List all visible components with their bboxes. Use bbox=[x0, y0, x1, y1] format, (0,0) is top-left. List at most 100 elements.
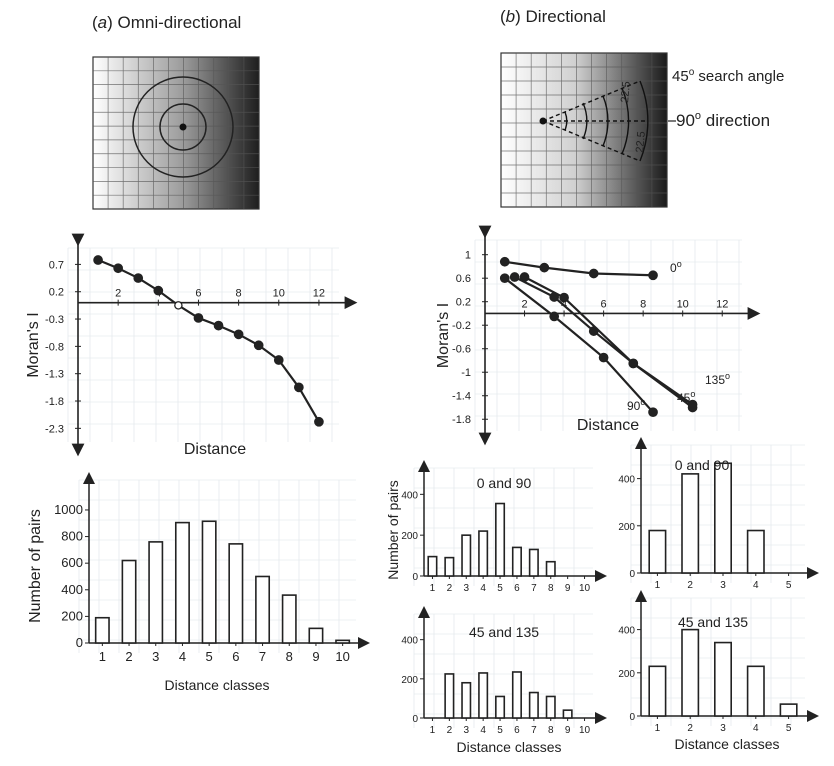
x-tick-label: 10 bbox=[579, 583, 591, 594]
bar bbox=[713, 641, 732, 717]
x-tick-label: 7 bbox=[531, 725, 537, 736]
data-point bbox=[153, 285, 164, 296]
direction-label: 90o direction bbox=[676, 110, 770, 130]
data-point bbox=[93, 255, 103, 265]
data-point bbox=[549, 292, 560, 302]
chart-title: 0 and 90 bbox=[675, 457, 730, 473]
x-tick-label: 10 bbox=[273, 288, 285, 300]
series-line bbox=[504, 260, 654, 277]
bar bbox=[461, 534, 472, 577]
x-axis-label: Distance classes bbox=[674, 736, 779, 752]
directional-diagram: 22.5 22.5 45o search angle 90o direction bbox=[500, 52, 784, 208]
y-tick-label: 600 bbox=[61, 555, 83, 570]
y-tick-label: 200 bbox=[618, 669, 635, 680]
omni-directional-diagram bbox=[92, 56, 260, 210]
bar bbox=[779, 703, 798, 717]
x-tick-label: 4 bbox=[480, 583, 486, 594]
data-point bbox=[687, 399, 698, 410]
bar bbox=[495, 502, 506, 577]
x-tick-label: 1 bbox=[430, 725, 436, 736]
data-point bbox=[193, 313, 204, 323]
x-tick-label: 5 bbox=[206, 649, 213, 664]
chart-directional-histogram-coarse-45-135: 0 200 400 1 2 3 4 5 Distance classes 45 and 135 bbox=[618, 590, 819, 752]
x-tick-label: 10 bbox=[579, 725, 591, 736]
half-angle-label-1: 22.5 bbox=[619, 81, 633, 103]
x-tick-label: 8 bbox=[286, 649, 293, 664]
center-point bbox=[179, 123, 187, 131]
bar bbox=[461, 681, 472, 719]
y-tick-label: 0 bbox=[629, 569, 635, 580]
data-point bbox=[133, 273, 144, 283]
x-tick-label: 12 bbox=[716, 298, 728, 310]
bar bbox=[545, 695, 556, 719]
x-tick-label: 2 bbox=[125, 649, 132, 664]
data-point bbox=[273, 355, 284, 365]
bar bbox=[746, 665, 765, 717]
x-axis-label: Distance bbox=[577, 417, 639, 434]
series-line bbox=[97, 259, 320, 423]
data-point bbox=[648, 407, 658, 418]
data-point bbox=[293, 382, 304, 393]
bar bbox=[681, 628, 700, 717]
data-point bbox=[213, 320, 224, 331]
bar bbox=[495, 695, 506, 719]
y-tick-label: 1 bbox=[465, 250, 471, 262]
x-tick-label: 5 bbox=[786, 723, 792, 734]
series-name: 135 bbox=[705, 373, 725, 387]
data-point bbox=[549, 311, 560, 322]
y-tick-label: 400 bbox=[618, 475, 635, 486]
y-tick-label: -1 bbox=[461, 367, 471, 379]
x-tick-label: 8 bbox=[236, 288, 242, 300]
series-line bbox=[514, 276, 694, 406]
bar bbox=[562, 709, 573, 719]
y-tick-label: 400 bbox=[401, 636, 418, 647]
bar bbox=[427, 555, 438, 577]
data-point bbox=[598, 352, 609, 363]
x-tick-label: 2 bbox=[447, 725, 453, 736]
bar bbox=[713, 462, 732, 574]
degree-sign: o bbox=[725, 371, 730, 381]
y-tick-label: 400 bbox=[401, 490, 418, 501]
bar bbox=[528, 691, 539, 719]
data-point bbox=[499, 256, 510, 267]
y-axis-label: Moran's I bbox=[25, 312, 42, 377]
y-tick-label: 1000 bbox=[54, 502, 83, 517]
y-tick-label: -1.8 bbox=[452, 414, 471, 426]
bar bbox=[648, 529, 667, 574]
bar bbox=[444, 673, 455, 719]
x-tick-label: 1 bbox=[99, 649, 106, 664]
y-tick-label: 200 bbox=[61, 608, 83, 623]
bar bbox=[121, 559, 137, 644]
origin-point bbox=[539, 117, 547, 125]
x-tick-label: 4 bbox=[753, 580, 759, 591]
x-tick-label: 6 bbox=[195, 288, 201, 300]
x-tick-label: 5 bbox=[497, 583, 503, 594]
outer-search-ring bbox=[132, 76, 234, 178]
search-wedge bbox=[542, 80, 649, 162]
x-axis-label: Distance classes bbox=[456, 739, 561, 755]
bar bbox=[94, 616, 110, 644]
data-point bbox=[499, 273, 510, 284]
bar bbox=[681, 473, 700, 574]
x-tick-label: 9 bbox=[565, 583, 571, 594]
data-point bbox=[628, 358, 639, 369]
x-tick-label: 6 bbox=[514, 725, 520, 736]
y-tick-label: 0 bbox=[412, 572, 418, 583]
x-tick-label: 4 bbox=[480, 725, 486, 736]
y-tick-label: -0.2 bbox=[452, 320, 471, 332]
half-angle-label-2: 22.5 bbox=[634, 131, 648, 153]
chart-omni-correlogram: 246810120.70.2-0.3-0.8-1.3-1.8-2.3Moran'… bbox=[25, 233, 358, 458]
bar bbox=[255, 575, 271, 644]
x-tick-label: 6 bbox=[601, 298, 607, 310]
x-tick-label: 3 bbox=[463, 583, 469, 594]
bar bbox=[511, 671, 522, 719]
series-name: 0 bbox=[670, 261, 677, 275]
y-tick-label: 0.2 bbox=[49, 287, 64, 299]
bar bbox=[746, 529, 765, 574]
chart-directional-correlogram: 2 4 6 8 10 1210.60.2-0.2-0.6-1-1.4-1.8Moran's… bbox=[435, 225, 761, 446]
x-axis-label: Distance bbox=[184, 441, 246, 458]
y-axis-label: Number of pairs bbox=[385, 480, 401, 580]
series-label: 90o bbox=[627, 397, 645, 413]
y-tick-label: 400 bbox=[618, 626, 635, 637]
